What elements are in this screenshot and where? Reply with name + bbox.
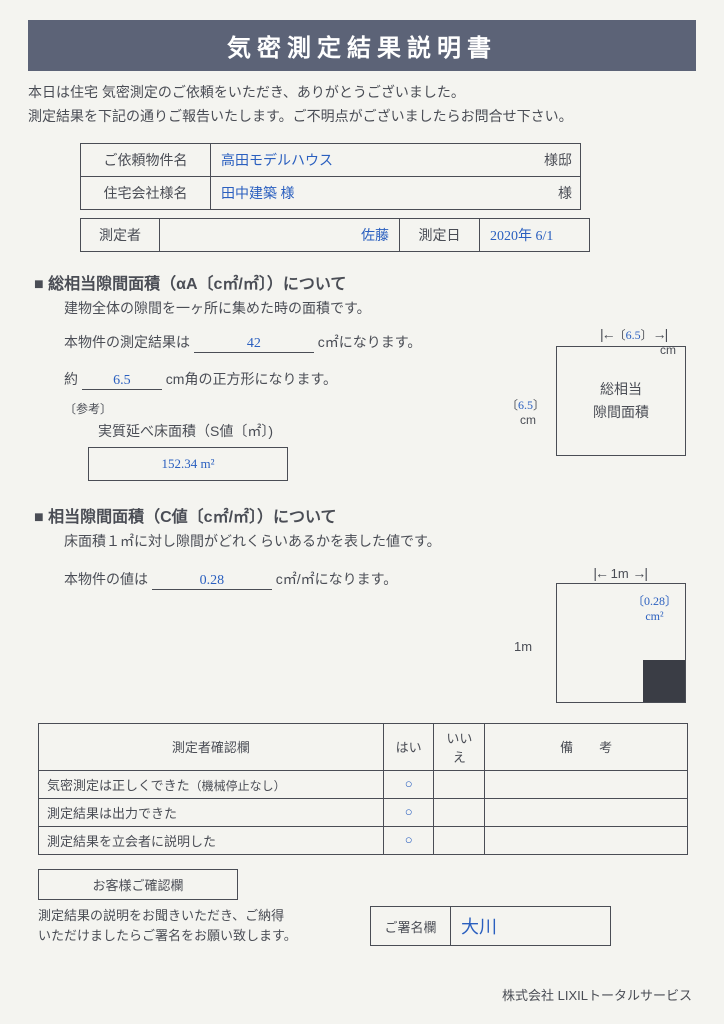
q1-notes: [485, 770, 688, 798]
customer-confirm-label: お客様ご確認欄: [38, 869, 238, 900]
arrow-right-icon-2: →|: [632, 565, 646, 581]
document-title: 気密測定結果説明書: [28, 20, 696, 71]
signature-value-cell: 大川: [451, 907, 611, 946]
q2-yes: ○: [383, 798, 434, 826]
diag1-top-val: 6.5: [626, 328, 641, 342]
diag1-left-unit: cm: [520, 413, 536, 427]
diag1-box-t1: 総相当: [600, 381, 642, 397]
no-header: いいえ: [434, 723, 485, 770]
section2-sub: 床面積１㎡に対し隙間がどれくらいあるかを表した値です。: [64, 531, 696, 551]
diagram-2: |← 1m →| 1m 〔0.28〕cm²: [486, 561, 686, 721]
cval-prefix: 本物件の値は: [64, 571, 148, 587]
date-value-cell: 2020年 6/1: [480, 218, 590, 252]
sig-text-2: いただけましたらご署名をお願い致します。: [38, 926, 358, 947]
side-value: 6.5: [82, 373, 162, 390]
sig-text-1: 測定結果の説明をお聞きいただき、ご納得: [38, 906, 358, 927]
signature-table: ご署名欄 大川: [370, 906, 611, 946]
q2-notes: [485, 798, 688, 826]
section2-heading: ■ 相当隙間面積（C値〔c㎡/㎡〕）について: [34, 503, 696, 527]
result-suffix: c㎡になります。: [318, 334, 422, 350]
company-value: 田中建築 様: [221, 187, 295, 202]
signature-value: 大川: [461, 917, 497, 937]
ref-label: 〔参考〕: [64, 400, 428, 417]
q1-text: 気密測定は正しくできた（機械停止なし）: [39, 770, 384, 798]
yes-header: はい: [383, 723, 434, 770]
intro-text: 本日は住宅 気密測定のご依頼をいただき、ありがとうございました。 測定結果を下記…: [28, 81, 696, 129]
tester-confirm-header: 測定者確認欄: [39, 723, 384, 770]
property-suffix: 様邸: [544, 150, 572, 170]
cval-value: 0.28: [152, 573, 272, 590]
diag1-box-t2: 隙間面積: [593, 404, 649, 420]
diagram-2-dark-block: [643, 660, 685, 702]
tester-label: 測定者: [80, 218, 160, 252]
diagram-2-box: 〔0.28〕cm²: [556, 583, 686, 703]
floor-label: 実質延べ床面積（S値〔㎡〕): [98, 421, 428, 441]
diagram-1-left-dim: 〔6.5〕 cm: [506, 396, 545, 427]
signature-instruction: 測定結果の説明をお聞きいただき、ご納得 いただけましたらご署名をお願い致します。: [38, 906, 358, 948]
date-value: 2020年 6/1: [490, 229, 553, 244]
diagram-1: |←〔6.5〕→| cm 〔6.5〕 cm 総相当隙間面積: [486, 326, 686, 476]
q1-yes: ○: [383, 770, 434, 798]
q3-yes: ○: [383, 826, 434, 854]
arrow-right-icon: →|: [653, 326, 667, 342]
section1-heading: ■ 総相当隙間面積（αA〔c㎡/㎡〕）について: [34, 270, 696, 294]
signature-label: ご署名欄: [371, 907, 451, 946]
diag2-left-dim: 1m: [514, 639, 532, 654]
signature-row: 測定結果の説明をお聞きいただき、ご納得 いただけましたらご署名をお願い致します。…: [38, 906, 696, 948]
cval-suffix: c㎡/㎡になります。: [276, 571, 398, 587]
q2-text: 測定結果は出力できた: [39, 798, 384, 826]
diag1-left-val: 6.5: [518, 398, 533, 412]
intro-line-2: 測定結果を下記の通りご報告いたします。ご不明点がございましたらお問合せ下さい。: [28, 105, 696, 129]
company-value-cell: 田中建築 様 様: [211, 176, 581, 209]
side-suffix: cm角の正方形になります。: [166, 371, 337, 387]
result-line: 本物件の測定結果は 42 c㎡になります。: [64, 332, 428, 353]
diag2-val: 0.28: [644, 594, 665, 608]
diag2-top-dim: |← 1m →|: [593, 565, 646, 581]
property-label: ご依頼物件名: [81, 143, 211, 176]
checklist-table: 測定者確認欄 はい いいえ 備 考 気密測定は正しくできた（機械停止なし） ○ …: [38, 723, 688, 855]
result-prefix: 本物件の測定結果は: [64, 334, 190, 350]
c-value-line: 本物件の値は 0.28 c㎡/㎡になります。: [64, 569, 428, 590]
floor-value: 152.34 m²: [88, 447, 288, 481]
tester-value: 佐藤: [361, 229, 389, 244]
tester-date-row: 測定者 佐藤 測定日 2020年 6/1: [80, 218, 696, 252]
result-value: 42: [194, 336, 314, 353]
property-value-cell: 高田モデルハウス 様邸: [211, 143, 581, 176]
notes-header: 備 考: [485, 723, 688, 770]
company-suffix: 様: [558, 183, 572, 203]
info-table: ご依頼物件名 高田モデルハウス 様邸 住宅会社様名 田中建築 様 様: [80, 143, 581, 210]
side-prefix: 約: [64, 371, 78, 387]
diag2-val-unit: cm²: [645, 609, 663, 623]
diag2-1m-top: 1m: [611, 566, 629, 581]
diag2-inner-val: 〔0.28〕cm²: [632, 592, 677, 624]
footer-company: 株式会社 LIXILトータルサービス: [502, 985, 692, 1004]
q1-no: [434, 770, 485, 798]
section2-body: 本物件の値は 0.28 c㎡/㎡になります。 |← 1m →| 1m 〔0.28…: [28, 569, 696, 699]
arrow-left-icon-2: |←: [593, 565, 607, 581]
section1-body: 本物件の測定結果は 42 c㎡になります。 約 6.5 cm角の正方形になります…: [28, 332, 696, 481]
section1-sub: 建物全体の隙間を一ヶ所に集めた時の面積です。: [64, 298, 696, 318]
q3-text: 測定結果を立会者に説明した: [39, 826, 384, 854]
tester-value-cell: 佐藤: [160, 218, 400, 252]
q3-no: [434, 826, 485, 854]
date-label: 測定日: [400, 218, 480, 252]
property-value: 高田モデルハウス: [221, 154, 333, 169]
company-label: 住宅会社様名: [81, 176, 211, 209]
arrow-left-icon: |←: [600, 326, 614, 342]
q2-no: [434, 798, 485, 826]
intro-line-1: 本日は住宅 気密測定のご依頼をいただき、ありがとうございました。: [28, 81, 696, 105]
side-line: 約 6.5 cm角の正方形になります。: [64, 369, 428, 390]
customer-confirm-row: お客様ご確認欄: [38, 869, 696, 900]
q3-notes: [485, 826, 688, 854]
diagram-1-box: 総相当隙間面積: [556, 346, 686, 456]
